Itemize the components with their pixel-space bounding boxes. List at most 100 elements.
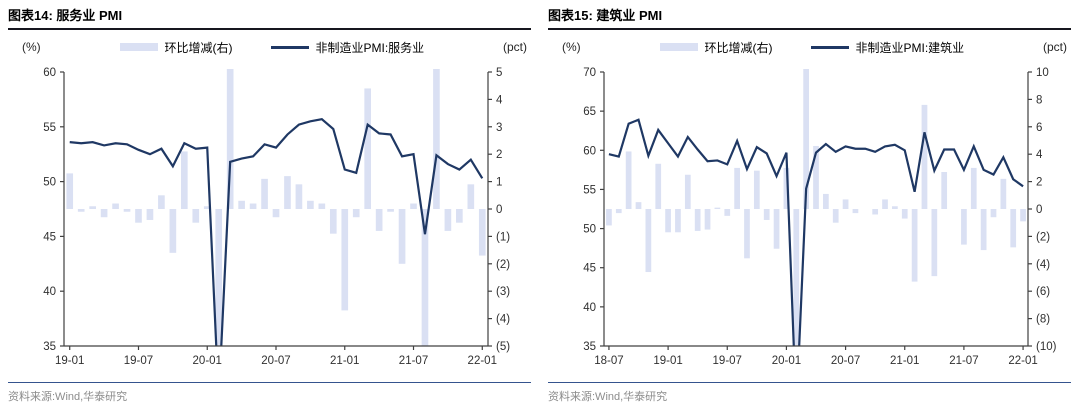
mom-change-bar bbox=[813, 145, 819, 209]
legend-label: 环比增减(右) bbox=[164, 40, 233, 55]
x-axis-tick-label: 19-01 bbox=[653, 355, 682, 367]
right-axis-tick-label: (6) bbox=[1036, 286, 1050, 298]
mom-change-bar bbox=[645, 209, 652, 273]
mom-change-bar bbox=[882, 199, 888, 209]
x-axis-tick-label: 18-07 bbox=[594, 355, 623, 367]
mom-change-bar bbox=[961, 209, 967, 245]
mom-change-bar bbox=[783, 167, 790, 209]
legend-item-pmi-line: 非制造业PMI:建筑业 bbox=[810, 39, 964, 56]
bar-series-swatch bbox=[659, 43, 698, 51]
right-axis-tick-label: 5 bbox=[496, 67, 502, 79]
mom-change-bar bbox=[931, 209, 938, 277]
right-axis-tick-label: (1) bbox=[496, 231, 510, 243]
mom-change-bar bbox=[329, 209, 337, 234]
left-axis-tick-label: 50 bbox=[583, 224, 596, 236]
mom-change-bar bbox=[181, 151, 188, 209]
x-axis-tick-label: 19-01 bbox=[55, 355, 84, 367]
right-axis-tick-label: 1 bbox=[496, 177, 502, 189]
mom-change-bar bbox=[744, 209, 750, 259]
left-axis-tick-label: 40 bbox=[583, 302, 596, 314]
left-axis-unit-label: (%) bbox=[22, 40, 41, 54]
mom-change-bar bbox=[352, 209, 360, 218]
right-axis-tick-label: 4 bbox=[496, 94, 503, 106]
mom-change-bar bbox=[842, 199, 849, 209]
mom-change-bar bbox=[146, 209, 154, 220]
right-axis-tick-label: (3) bbox=[496, 286, 510, 298]
construction-pmi-chart: 70 65 60 55 50 45 40 35 10 8 6 4 2 0 (2) (4) (6) (8) (10) 1… bbox=[583, 67, 1056, 367]
left-axis-tick-label: 60 bbox=[43, 67, 56, 79]
line-series-swatch bbox=[270, 45, 309, 49]
mom-change-bar bbox=[215, 209, 223, 346]
mom-change-bar bbox=[921, 104, 928, 209]
legend-item-mom-change: 环比增减(右) bbox=[659, 39, 773, 56]
mom-change-bar bbox=[704, 209, 711, 230]
mom-change-bar bbox=[941, 172, 948, 209]
right-axis-tick-label: 10 bbox=[1036, 67, 1049, 79]
mom-change-bar bbox=[272, 209, 280, 218]
right-axis-unit-label: (pct) bbox=[503, 40, 527, 54]
mom-change-bar bbox=[892, 206, 898, 209]
mom-change-bar bbox=[203, 206, 211, 209]
right-axis-tick-label: (8) bbox=[1036, 314, 1050, 326]
mom-change-bar bbox=[970, 167, 977, 209]
mom-change-bar bbox=[456, 209, 463, 223]
left-axis-tick-label: 35 bbox=[583, 341, 596, 353]
mom-change-bar bbox=[684, 174, 691, 209]
mom-change-bar bbox=[1020, 209, 1026, 222]
x-axis-tick-label: 19-07 bbox=[713, 355, 742, 367]
mom-change-bar bbox=[158, 195, 165, 209]
x-axis-tick-label: 20-01 bbox=[772, 355, 801, 367]
right-axis-tick-label: 6 bbox=[1036, 122, 1042, 134]
legend-row: (%) 环比增减(右) 非制造业PMI:建筑业 (pct) bbox=[548, 38, 1071, 56]
mom-change-bar bbox=[89, 206, 96, 209]
mom-change-bar bbox=[295, 184, 303, 209]
mom-change-bar bbox=[694, 209, 701, 231]
mom-change-bar bbox=[238, 200, 245, 209]
x-axis-tick-label: 20-01 bbox=[193, 355, 222, 367]
right-axis-tick-label: 0 bbox=[1036, 204, 1042, 216]
right-axis-tick-label: 4 bbox=[1036, 149, 1043, 161]
x-axis-tick-label: 20-07 bbox=[261, 355, 290, 367]
x-axis-tick-label: 21-07 bbox=[949, 355, 978, 367]
mom-change-bar bbox=[832, 209, 839, 223]
mom-change-bar bbox=[793, 209, 800, 346]
right-axis-tick-label: 2 bbox=[1036, 177, 1042, 189]
pmi-line bbox=[608, 118, 1024, 346]
chart-title: 图表15: 建筑业 PMI bbox=[548, 5, 1071, 30]
left-axis-tick-label: 35 bbox=[43, 341, 56, 353]
mom-change-bar bbox=[1000, 178, 1007, 209]
mom-change-bar bbox=[675, 209, 681, 233]
services-pmi-panel: 图表14: 服务业 PMI (%) 环比增减(右) 非制造业PMI:服务业 (p… bbox=[8, 8, 531, 403]
mom-change-bar bbox=[773, 209, 780, 249]
mom-change-bar bbox=[284, 176, 291, 209]
mom-change-bar bbox=[318, 203, 326, 209]
pmi-line bbox=[69, 117, 484, 346]
x-axis-tick-label: 22-01 bbox=[1008, 355, 1037, 367]
mom-change-bar bbox=[375, 209, 383, 231]
left-axis-tick-label: 45 bbox=[43, 231, 56, 243]
right-axis-tick-label: 2 bbox=[496, 149, 502, 161]
x-axis-tick-label: 21-07 bbox=[399, 355, 428, 367]
mom-change-bar bbox=[135, 209, 142, 223]
mom-change-bar bbox=[724, 209, 731, 216]
legend-item-pmi-line: 非制造业PMI:服务业 bbox=[270, 39, 424, 56]
mom-change-bar bbox=[1010, 209, 1017, 248]
mom-change-bar bbox=[980, 209, 987, 251]
legend-row: (%) 环比增减(右) 非制造业PMI:服务业 (pct) bbox=[8, 38, 531, 56]
right-axis-tick-label: (5) bbox=[496, 341, 510, 353]
mom-change-bar bbox=[803, 69, 809, 210]
mom-change-bar bbox=[753, 170, 760, 209]
mom-change-bar bbox=[665, 209, 671, 233]
x-axis-tick-label: 21-01 bbox=[330, 355, 359, 367]
left-axis-tick-label: 50 bbox=[43, 177, 56, 189]
right-axis-tick-label: 0 bbox=[496, 204, 502, 216]
mom-change-bar bbox=[444, 209, 452, 231]
mom-change-bar bbox=[307, 200, 314, 209]
mom-change-bar bbox=[123, 209, 131, 212]
mom-change-bar bbox=[226, 69, 234, 210]
mom-change-bar bbox=[606, 209, 612, 226]
mom-change-bar bbox=[911, 209, 918, 282]
legend-item-mom-change: 环比增减(右) bbox=[119, 39, 233, 56]
left-axis-tick-label: 40 bbox=[43, 286, 56, 298]
mom-change-bar bbox=[734, 167, 740, 209]
